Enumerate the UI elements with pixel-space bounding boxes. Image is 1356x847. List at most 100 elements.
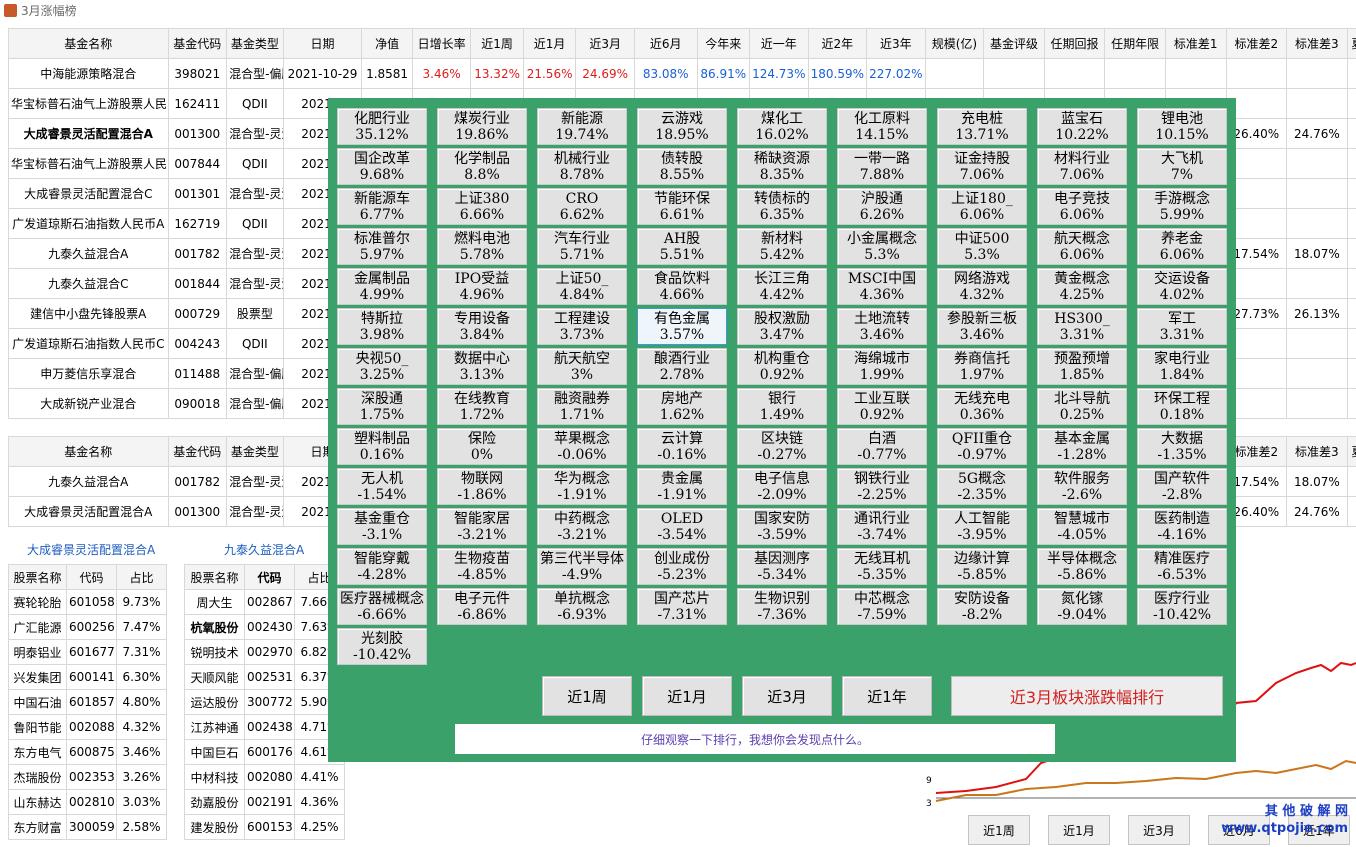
sector-tile[interactable]: 机构重仓 0.92% (737, 348, 827, 385)
sector-tile[interactable]: 云计算 -0.16% (637, 428, 727, 465)
sector-tile[interactable]: 华为概念 -1.91% (537, 468, 627, 505)
sector-tile[interactable]: 安防设备 -8.2% (937, 588, 1027, 625)
sector-tile[interactable]: 中证500 5.3% (937, 228, 1027, 265)
sector-tile[interactable]: 长江三角 4.42% (737, 268, 827, 305)
sector-tile[interactable]: AH股 5.51% (637, 228, 727, 265)
column-header[interactable]: 规模(亿) (924, 28, 985, 59)
sector-tile[interactable]: 新能源 19.74% (537, 108, 627, 145)
sector-tile[interactable]: 沪股通 6.26% (837, 188, 927, 225)
table-row[interactable]: 锐明技术 002970 6.82% (184, 639, 345, 665)
sector-tile[interactable]: 海绵城市 1.99% (837, 348, 927, 385)
sector-tile[interactable]: 债转股 8.55% (637, 148, 727, 185)
sector-tile[interactable]: 蓝宝石 10.22% (1037, 108, 1127, 145)
sector-tile[interactable]: 保险 0% (437, 428, 527, 465)
sector-tile[interactable]: 中芯概念 -7.59% (837, 588, 927, 625)
column-header[interactable]: 近6月 (633, 28, 698, 59)
sector-tile[interactable]: 苹果概念 -0.06% (537, 428, 627, 465)
sector-tile[interactable]: 专用设备 3.84% (437, 308, 527, 345)
sector-tile[interactable]: 小金属概念 5.3% (837, 228, 927, 265)
sector-tile[interactable]: 氮化镓 -9.04% (1037, 588, 1127, 625)
sector-tile[interactable]: 塑料制品 0.16% (337, 428, 427, 465)
sector-tile[interactable]: 半导体概念 -5.86% (1037, 548, 1127, 585)
sector-tile[interactable]: 区块链 -0.27% (737, 428, 827, 465)
sector-tile[interactable]: 转债标的 6.35% (737, 188, 827, 225)
column-header[interactable]: 基金名称 (8, 436, 169, 467)
chart-period-button[interactable]: 近1年 (1288, 815, 1350, 845)
sector-tile[interactable]: 第三代半导体 -4.9% (537, 548, 627, 585)
column-header[interactable]: 近一年 (749, 28, 809, 59)
sector-tile[interactable]: 锂电池 10.15% (1137, 108, 1227, 145)
sector-rank-button[interactable]: 近3月板块涨跌幅排行 (951, 676, 1223, 716)
sector-tile[interactable]: 稀缺资源 8.35% (737, 148, 827, 185)
column-header[interactable]: 今年来 (696, 28, 750, 59)
sector-tile[interactable]: 化工原料 14.15% (837, 108, 927, 145)
sector-tile[interactable]: 网络游戏 4.32% (937, 268, 1027, 305)
sector-tile[interactable]: 云游戏 18.95% (637, 108, 727, 145)
sector-tile[interactable]: 医疗器械概念 -6.66% (337, 588, 427, 625)
sector-tile[interactable]: 家电行业 1.84% (1137, 348, 1227, 385)
sector-tile[interactable]: 中药概念 -3.21% (537, 508, 627, 545)
column-header[interactable]: 基金代码 (167, 28, 228, 59)
sector-tile[interactable]: 证金持股 7.06% (937, 148, 1027, 185)
sector-tile[interactable]: 预盈预增 1.85% (1037, 348, 1127, 385)
sector-tile[interactable]: 精准医疗 -6.53% (1137, 548, 1227, 585)
table-row[interactable]: 杰瑞股份 002353 3.26% (8, 764, 167, 790)
sector-tile[interactable]: 养老金 6.06% (1137, 228, 1227, 265)
table-row[interactable]: 中海能源策略混合398021混合型-偏股2021-10-291.85813.46… (8, 58, 1356, 89)
table-row[interactable]: 建发股份 600153 4.25% (184, 814, 345, 840)
sector-tile[interactable]: 无线耳机 -5.35% (837, 548, 927, 585)
column-header[interactable]: 股票名称 (8, 564, 67, 590)
column-header[interactable]: 基金类型 (226, 436, 284, 467)
sector-tile[interactable]: 创业成份 -5.23% (637, 548, 727, 585)
column-header[interactable]: 占比 (116, 564, 167, 590)
sector-tile[interactable]: 酿酒行业 2.78% (637, 348, 727, 385)
sector-tile[interactable]: 工业互联 0.92% (837, 388, 927, 425)
sector-tile[interactable]: 上证180_ 6.06% (937, 188, 1027, 225)
sector-tile[interactable]: 化肥行业 35.12% (337, 108, 427, 145)
column-header[interactable]: 标准差3 (1286, 436, 1348, 467)
sector-tile[interactable]: 汽车行业 5.71% (537, 228, 627, 265)
table-row[interactable]: 东方电气 600875 3.46% (8, 739, 167, 765)
sector-tile[interactable]: 5G概念 -2.35% (937, 468, 1027, 505)
chart-period-button[interactable]: 近1月 (1048, 815, 1110, 845)
sector-tile[interactable]: 机械行业 8.78% (537, 148, 627, 185)
column-header[interactable]: 近3年 (866, 28, 926, 59)
sector-tile[interactable]: 智能穿戴 -4.28% (337, 548, 427, 585)
table-row[interactable]: 山东赫达 002810 3.03% (8, 789, 167, 815)
holdings-left-label[interactable]: 大成睿景灵活配置混合A (27, 543, 156, 557)
column-header[interactable]: 近2年 (807, 28, 868, 59)
sector-tile[interactable]: 国产软件 -2.8% (1137, 468, 1227, 505)
sector-tile[interactable]: 光刻胶 -10.42% (337, 628, 427, 665)
sector-tile[interactable]: 黄金概念 4.25% (1037, 268, 1127, 305)
table-row[interactable]: 兴发集团 600141 6.30% (8, 664, 167, 690)
sector-tile[interactable]: 基因测序 -5.34% (737, 548, 827, 585)
chart-period-button[interactable]: 近1周 (968, 815, 1030, 845)
table-row[interactable]: 广汇能源 600256 7.47% (8, 614, 167, 640)
sector-tile[interactable]: 通讯行业 -3.74% (837, 508, 927, 545)
sector-tile[interactable]: 国家安防 -3.59% (737, 508, 827, 545)
column-header[interactable]: 夏 (1346, 28, 1356, 59)
sector-tile[interactable]: 食品饮料 4.66% (637, 268, 727, 305)
column-header[interactable]: 日期 (282, 436, 363, 467)
sector-tile[interactable]: 航天概念 6.06% (1037, 228, 1127, 265)
sector-tile[interactable]: 手游概念 5.99% (1137, 188, 1227, 225)
table-row[interactable]: 杭氧股份 002430 7.63% (184, 614, 345, 640)
sector-tile[interactable]: 单抗概念 -6.93% (537, 588, 627, 625)
chart-period-button[interactable]: 近6月 (1208, 815, 1270, 845)
column-header[interactable]: 基金评级 (983, 28, 1045, 59)
sector-tile[interactable]: 边缘计算 -5.85% (937, 548, 1027, 585)
sector-tile[interactable]: 软件服务 -2.6% (1037, 468, 1127, 505)
sector-tile[interactable]: 智能家居 -3.21% (437, 508, 527, 545)
column-header[interactable]: 近3月 (575, 28, 635, 59)
sector-tile[interactable]: 钢铁行业 -2.25% (837, 468, 927, 505)
column-header[interactable]: 代码 (244, 564, 295, 590)
sector-tile[interactable]: 交运设备 4.02% (1137, 268, 1227, 305)
table-row[interactable]: 运达股份 300772 5.90% (184, 689, 345, 715)
sector-tile[interactable]: 深股通 1.75% (337, 388, 427, 425)
table-row[interactable]: 劲嘉股份 002191 4.36% (184, 789, 345, 815)
column-header[interactable]: 标准差3 (1286, 28, 1348, 59)
sector-tile[interactable]: IPO受益 4.96% (437, 268, 527, 305)
sector-tile[interactable]: 生物疫苗 -4.85% (437, 548, 527, 585)
sector-tile[interactable]: 化学制品 8.8% (437, 148, 527, 185)
sector-tile[interactable]: 生物识别 -7.36% (737, 588, 827, 625)
